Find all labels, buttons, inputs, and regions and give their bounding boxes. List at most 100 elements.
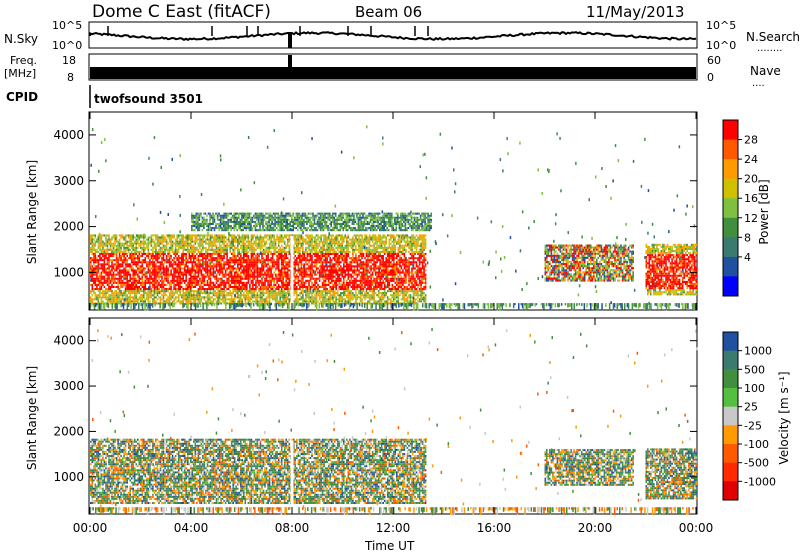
echo-cell xyxy=(108,265,110,268)
echo-cell xyxy=(146,246,148,249)
echo-cell xyxy=(238,242,241,245)
echo-cell xyxy=(108,240,110,243)
echo-cell xyxy=(264,234,266,237)
echo-cell xyxy=(296,257,298,260)
echo-cell xyxy=(344,259,347,262)
echo-cell xyxy=(171,250,174,253)
echo-cell xyxy=(180,279,183,282)
echo-cell xyxy=(314,285,316,288)
echo-cell xyxy=(221,242,224,245)
echo-cell xyxy=(156,252,159,255)
echo-cell xyxy=(114,259,116,262)
echo-cell xyxy=(340,255,342,258)
echo-cell xyxy=(326,263,328,266)
echo-cell xyxy=(108,238,110,241)
echo-cell xyxy=(267,246,269,249)
echo-cell xyxy=(220,246,222,249)
echo-cell xyxy=(247,250,250,253)
echo-cell xyxy=(324,257,327,260)
echo-cell xyxy=(177,283,180,286)
echo-cell xyxy=(305,263,307,266)
echo-cell xyxy=(214,290,216,293)
echo-cell xyxy=(330,275,333,278)
echo-cell xyxy=(318,257,321,260)
echo-cell xyxy=(144,236,147,239)
echo-cell xyxy=(99,273,101,276)
echo-cell xyxy=(168,296,171,299)
echo-cell xyxy=(356,294,359,297)
echo-cell xyxy=(338,300,341,303)
echo-cell xyxy=(359,271,362,274)
echo-cell xyxy=(173,242,175,245)
echo-cell xyxy=(159,300,162,303)
echo-cell xyxy=(215,292,218,295)
echo-cell xyxy=(164,252,166,255)
echo-cell xyxy=(199,242,201,245)
echo-cell xyxy=(365,240,368,243)
echo-cell xyxy=(267,283,269,286)
echo-cell xyxy=(300,281,303,284)
echo-cell xyxy=(211,261,213,264)
echo-cell xyxy=(312,300,315,303)
echo-cell xyxy=(359,259,362,262)
echo-cell xyxy=(240,273,242,276)
echo-cell xyxy=(237,238,239,241)
echo-cell xyxy=(274,283,277,286)
echo-cell xyxy=(146,279,148,282)
echo-cell xyxy=(364,261,366,264)
echo-cell xyxy=(320,296,322,299)
echo-cell xyxy=(247,271,250,274)
echo-cell xyxy=(241,271,244,274)
echo-cell xyxy=(159,240,162,243)
echo-cell xyxy=(294,234,297,237)
echo-cell xyxy=(141,261,144,264)
echo-cell xyxy=(267,248,269,251)
echo-cell xyxy=(335,261,337,264)
echo-cell xyxy=(270,259,272,262)
echo-cell xyxy=(232,248,234,251)
echo-cell xyxy=(283,246,286,249)
echo-cell xyxy=(103,265,106,268)
echo-cell xyxy=(327,290,330,293)
echo-cell xyxy=(365,275,368,278)
echo-cell xyxy=(158,255,160,258)
echo-cell xyxy=(286,240,289,243)
echo-cell xyxy=(240,290,242,293)
echo-cell xyxy=(340,279,342,282)
echo-cell xyxy=(112,302,115,305)
echo-cell xyxy=(123,257,125,260)
echo-cell xyxy=(303,300,306,303)
echo-cell xyxy=(214,240,216,243)
echo-cell xyxy=(323,281,325,284)
echo-cell xyxy=(152,240,154,243)
echo-cell xyxy=(296,294,298,297)
echo-cell xyxy=(96,285,98,288)
echo-cell xyxy=(238,234,241,237)
echo-cell xyxy=(96,296,98,299)
echo-cell xyxy=(253,242,256,245)
echo-cell xyxy=(96,248,98,251)
echo-cell xyxy=(288,300,291,303)
echo-cell xyxy=(324,283,327,286)
echo-cell xyxy=(361,246,363,249)
echo-cell xyxy=(185,296,187,299)
echo-cell xyxy=(156,244,159,247)
echo-cell xyxy=(99,259,101,262)
echo-cell xyxy=(121,271,124,274)
echo-cell xyxy=(208,275,210,278)
echo-cell xyxy=(312,252,315,255)
echo-cell xyxy=(230,292,233,295)
echo-cell xyxy=(91,275,94,278)
echo-cell xyxy=(250,290,253,293)
echo-cell xyxy=(188,271,191,274)
echo-cell xyxy=(333,269,336,272)
echo-cell xyxy=(165,283,168,286)
echo-cell xyxy=(102,277,104,280)
echo-cell xyxy=(93,257,95,260)
echo-cell xyxy=(353,261,356,264)
echo-cell xyxy=(294,275,297,278)
echo-cell xyxy=(121,292,124,295)
echo-cell xyxy=(330,238,333,241)
echo-cell xyxy=(215,285,218,288)
echo-cell xyxy=(126,242,128,245)
